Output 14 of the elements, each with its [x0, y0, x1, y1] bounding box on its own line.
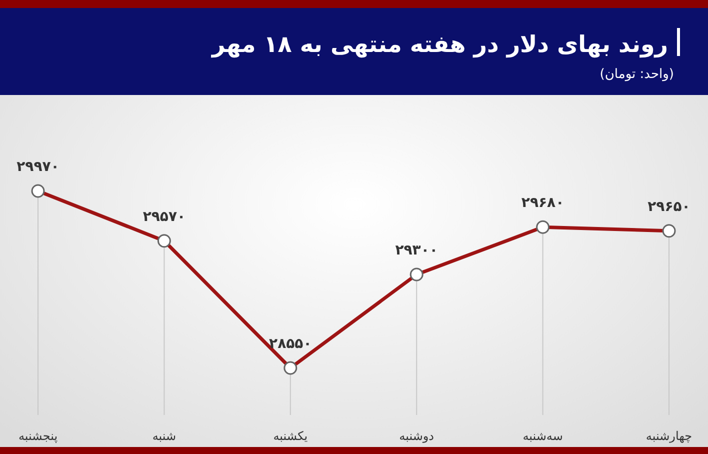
x-tick-label: چهارشنبه	[646, 429, 692, 443]
x-tick-label: یکشنبه	[273, 429, 308, 443]
data-label: ۲۹۵۷۰	[142, 208, 186, 225]
chart-title: روند بهای دلار در هفته منتهی به ۱۸ مهر	[211, 32, 668, 58]
x-tick-label: سه‌شنبه	[522, 429, 563, 443]
x-tick-label: دوشنبه	[399, 429, 434, 443]
data-label: ۲۹۶۵۰	[648, 198, 690, 215]
data-label: ۲۹۹۷۰	[16, 159, 60, 175]
data-label: ۲۹۶۸۰	[521, 195, 564, 212]
chart-subtitle: (واحد: تومان)	[600, 67, 674, 82]
x-tick-label: شنبه	[152, 429, 176, 443]
data-label: ۲۸۵۵۰	[269, 336, 312, 352]
data-label: ۲۹۳۰۰	[395, 242, 438, 259]
x-tick-label: پنجشنبه	[18, 429, 58, 443]
